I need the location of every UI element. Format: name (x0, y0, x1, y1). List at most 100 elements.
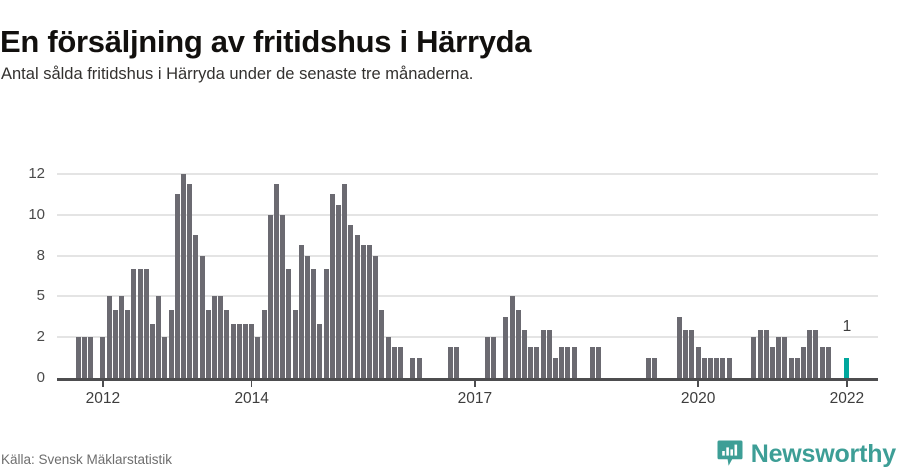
bar (367, 245, 372, 378)
bar (348, 225, 354, 378)
bar (695, 347, 701, 378)
bar (708, 357, 713, 378)
bar (757, 330, 763, 378)
bar (205, 310, 211, 378)
bar (150, 323, 155, 378)
bar (683, 330, 689, 378)
bar (243, 323, 248, 378)
bar (590, 347, 596, 378)
bar (540, 330, 546, 378)
bar (646, 357, 651, 378)
bar (298, 245, 304, 378)
bar (249, 323, 255, 378)
bar (813, 330, 819, 378)
bar (398, 347, 403, 378)
gridline (57, 336, 878, 339)
bar (119, 296, 124, 378)
x-axis-tick-label: 2020 (680, 390, 716, 407)
bar (720, 357, 726, 378)
bar (565, 347, 571, 378)
bar (323, 269, 329, 378)
bar (801, 347, 806, 378)
bar-series (0, 130, 900, 430)
bar (491, 337, 496, 378)
bar (528, 347, 534, 378)
bar (807, 330, 813, 378)
gridline (57, 173, 878, 175)
y-axis-tick-label: 5 (36, 287, 45, 305)
bar (336, 204, 341, 378)
bar (534, 347, 540, 378)
bar (305, 255, 310, 378)
bar (354, 235, 360, 378)
bar (652, 357, 658, 378)
bar (75, 337, 81, 378)
bar (689, 330, 695, 378)
bar (794, 357, 800, 378)
bar (212, 296, 217, 378)
x-axis-tick (102, 378, 104, 387)
bar (255, 337, 261, 378)
bar (571, 347, 577, 378)
bar (230, 323, 236, 378)
bar (360, 245, 366, 378)
bar (447, 347, 453, 378)
bar (131, 269, 137, 378)
x-axis-tick (474, 378, 476, 387)
bar (236, 323, 242, 378)
bar (416, 357, 422, 378)
bar (825, 347, 831, 378)
bar (819, 347, 825, 378)
bar (274, 184, 279, 378)
bar (168, 310, 174, 378)
bar (546, 330, 552, 378)
bar (379, 310, 385, 378)
bar (106, 296, 112, 378)
bar (503, 316, 509, 378)
bar (391, 347, 397, 378)
bar (280, 214, 286, 378)
gridline (57, 295, 878, 298)
bar (770, 347, 775, 378)
bar (553, 357, 558, 378)
x-axis-line (57, 378, 878, 381)
bar (515, 310, 521, 378)
bar (701, 357, 707, 378)
newsworthy-logo[interactable]: Newsworthy (717, 440, 896, 468)
x-axis-tick-label: 2014 (234, 390, 269, 407)
bar (81, 337, 87, 378)
bar (286, 269, 292, 378)
bar-chart-bubble-icon (717, 440, 743, 468)
bar (100, 337, 106, 378)
source-note: Källa: Svensk Mäklarstatistik (1, 452, 173, 467)
bar (261, 310, 267, 378)
bar (193, 235, 199, 378)
bar (776, 337, 782, 378)
bar (292, 310, 298, 378)
bar (509, 296, 515, 378)
bar (317, 323, 323, 378)
x-axis-tick (250, 378, 253, 387)
bar (453, 347, 459, 378)
bar (199, 255, 205, 378)
x-axis-tick (846, 378, 848, 387)
bar (596, 347, 602, 378)
gridline (57, 254, 878, 257)
x-axis-tick-label: 2017 (457, 390, 493, 407)
gridline (57, 213, 878, 216)
bar (137, 269, 143, 378)
bar (125, 310, 131, 378)
x-axis-tick-label: 2012 (85, 390, 121, 407)
bar-chart: 0 2 5 8 10 12 1 2012 2014 2017 2020 2022 (0, 130, 900, 430)
x-axis-tick-label: 2022 (829, 390, 865, 407)
y-axis-tick-label: 2 (36, 328, 45, 346)
y-axis-tick-label: 10 (28, 205, 45, 223)
bar (410, 357, 416, 378)
bar (763, 330, 769, 378)
bar (174, 194, 180, 378)
bar (484, 337, 490, 378)
x-axis-tick (697, 378, 699, 387)
bar (181, 174, 186, 378)
y-axis-tick-label: 8 (36, 246, 45, 264)
